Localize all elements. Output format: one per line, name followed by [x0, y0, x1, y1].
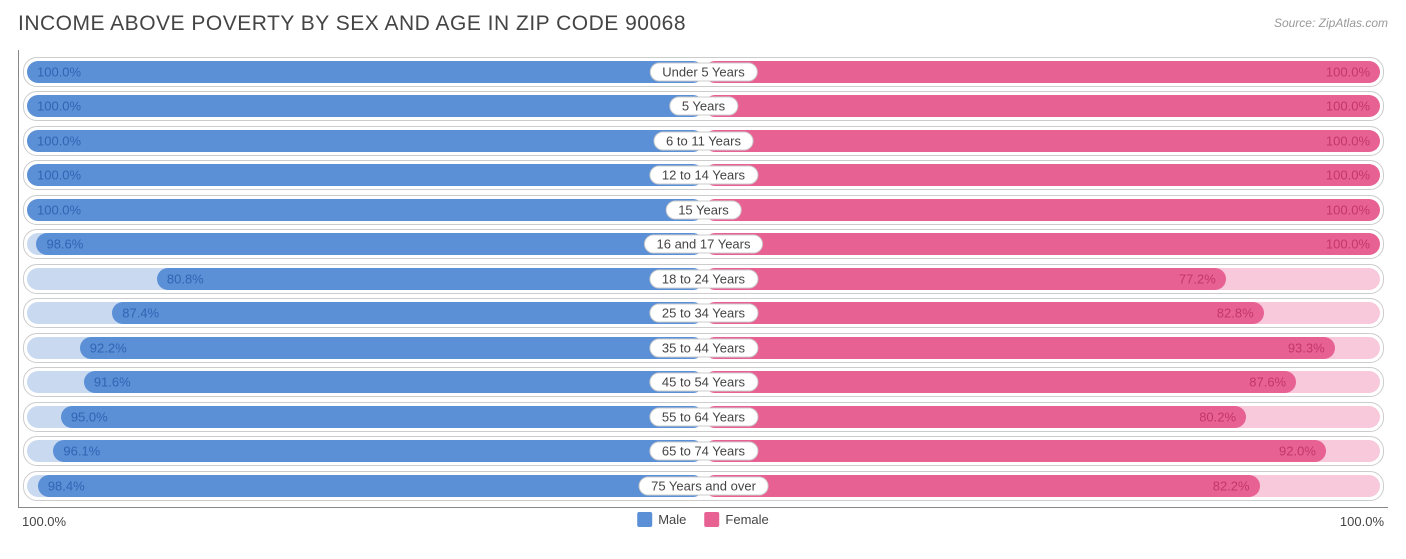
- female-value-label: 80.2%: [1199, 409, 1236, 424]
- category-label: 5 Years: [669, 97, 738, 116]
- male-bar: [27, 61, 704, 83]
- female-bar: [704, 130, 1381, 152]
- male-bar: [27, 95, 704, 117]
- female-value-label: 77.2%: [1179, 271, 1216, 286]
- legend-female-label: Female: [725, 512, 768, 527]
- chart-row: 100.0% 100.0% 12 to 14 Years: [23, 160, 1384, 190]
- chart-canvas: 100.0% 100.0% Under 5 Years 100.0% 100.0% 5 Y…: [18, 50, 1388, 508]
- male-value-label: 95.0%: [71, 409, 108, 424]
- category-label: 18 to 24 Years: [649, 269, 758, 288]
- male-value-label: 91.6%: [94, 375, 131, 390]
- male-value-label: 98.6%: [46, 237, 83, 252]
- male-bar: [38, 475, 704, 497]
- female-value-label: 100.0%: [1326, 202, 1370, 217]
- female-bar: [704, 302, 1264, 324]
- female-bar: [704, 440, 1326, 462]
- female-value-label: 92.0%: [1279, 444, 1316, 459]
- category-label: 55 to 64 Years: [649, 407, 758, 426]
- chart-row: 100.0% 100.0% 6 to 11 Years: [23, 126, 1384, 156]
- male-value-label: 80.8%: [167, 271, 204, 286]
- female-bar: [704, 199, 1381, 221]
- legend: Male Female: [637, 512, 769, 527]
- female-bar: [704, 95, 1381, 117]
- chart-row: 91.6% 87.6% 45 to 54 Years: [23, 367, 1384, 397]
- category-label: 6 to 11 Years: [653, 131, 754, 150]
- female-value-label: 87.6%: [1249, 375, 1286, 390]
- female-bar: [704, 268, 1226, 290]
- category-label: 25 to 34 Years: [649, 304, 758, 323]
- male-value-label: 87.4%: [122, 306, 159, 321]
- female-bar: [704, 61, 1381, 83]
- chart-row: 98.4% 82.2% 75 Years and over: [23, 471, 1384, 501]
- category-label: 65 to 74 Years: [649, 442, 758, 461]
- male-value-label: 100.0%: [37, 133, 81, 148]
- male-value-label: 100.0%: [37, 99, 81, 114]
- chart-row: 98.6% 100.0% 16 and 17 Years: [23, 229, 1384, 259]
- male-value-label: 100.0%: [37, 64, 81, 79]
- female-value-label: 100.0%: [1326, 237, 1370, 252]
- male-bar: [53, 440, 703, 462]
- chart-footer: 100.0% Male Female 100.0%: [18, 512, 1388, 540]
- chart-row: 100.0% 100.0% Under 5 Years: [23, 57, 1384, 87]
- male-bar: [157, 268, 704, 290]
- legend-male-label: Male: [658, 512, 686, 527]
- axis-left-label: 100.0%: [22, 514, 66, 529]
- male-value-label: 100.0%: [37, 168, 81, 183]
- chart-row: 95.0% 80.2% 55 to 64 Years: [23, 402, 1384, 432]
- chart-row: 87.4% 82.8% 25 to 34 Years: [23, 298, 1384, 328]
- female-value-label: 93.3%: [1288, 340, 1325, 355]
- male-value-label: 92.2%: [90, 340, 127, 355]
- female-value-label: 82.8%: [1217, 306, 1254, 321]
- male-bar: [27, 164, 704, 186]
- category-label: 35 to 44 Years: [649, 338, 758, 357]
- category-label: Under 5 Years: [649, 62, 757, 81]
- female-bar: [704, 337, 1335, 359]
- female-bar: [704, 475, 1260, 497]
- chart-row: 96.1% 92.0% 65 to 74 Years: [23, 436, 1384, 466]
- male-value-label: 98.4%: [48, 478, 85, 493]
- category-label: 12 to 14 Years: [649, 166, 758, 185]
- female-value-label: 82.2%: [1213, 478, 1250, 493]
- category-label: 15 Years: [665, 200, 742, 219]
- male-bar: [84, 371, 704, 393]
- male-bar: [80, 337, 704, 359]
- chart-row: 80.8% 77.2% 18 to 24 Years: [23, 264, 1384, 294]
- male-bar: [36, 233, 703, 255]
- chart-row: 100.0% 100.0% 15 Years: [23, 195, 1384, 225]
- female-value-label: 100.0%: [1326, 133, 1370, 148]
- female-swatch-icon: [704, 512, 719, 527]
- male-bar: [112, 302, 703, 324]
- female-value-label: 100.0%: [1326, 99, 1370, 114]
- chart-row: 100.0% 100.0% 5 Years: [23, 91, 1384, 121]
- chart-row: 92.2% 93.3% 35 to 44 Years: [23, 333, 1384, 363]
- male-bar: [61, 406, 704, 428]
- axis-right-label: 100.0%: [1340, 514, 1384, 529]
- chart-title: INCOME ABOVE POVERTY BY SEX AND AGE IN Z…: [18, 12, 686, 36]
- male-swatch-icon: [637, 512, 652, 527]
- category-label: 45 to 54 Years: [649, 373, 758, 392]
- female-bar: [704, 164, 1381, 186]
- male-bar: [27, 130, 704, 152]
- female-bar: [704, 406, 1247, 428]
- male-value-label: 100.0%: [37, 202, 81, 217]
- male-bar: [27, 199, 704, 221]
- female-value-label: 100.0%: [1326, 168, 1370, 183]
- female-bar: [704, 233, 1381, 255]
- female-value-label: 100.0%: [1326, 64, 1370, 79]
- male-value-label: 96.1%: [63, 444, 100, 459]
- category-label: 75 Years and over: [638, 476, 769, 495]
- category-label: 16 and 17 Years: [644, 235, 764, 254]
- female-bar: [704, 371, 1297, 393]
- legend-item-male: Male: [637, 512, 686, 527]
- legend-item-female: Female: [704, 512, 768, 527]
- source-attribution: Source: ZipAtlas.com: [1274, 12, 1388, 30]
